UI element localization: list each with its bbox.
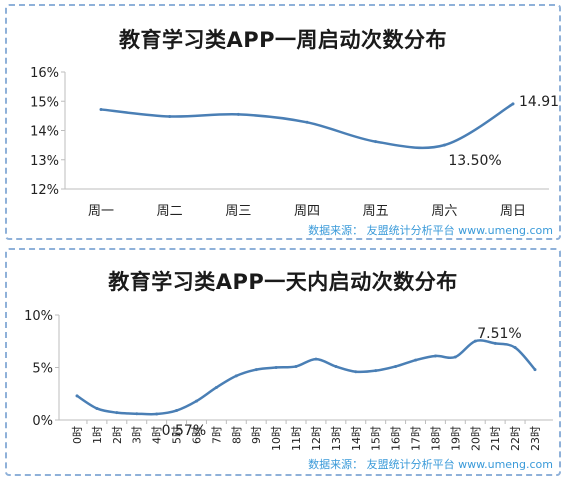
x-tick-label: 4时 [151, 426, 164, 444]
x-tick-label: 17时 [410, 426, 423, 451]
data-point [374, 140, 378, 144]
y-tick-label: 5% [32, 362, 53, 377]
x-tick-label: 11时 [290, 426, 303, 451]
x-tick-label: 21时 [489, 426, 502, 451]
y-tick-label: 14% [30, 125, 59, 140]
data-point [75, 394, 79, 398]
data-label: 7.51% [477, 326, 521, 342]
y-tick-label: 16% [30, 66, 59, 81]
data-point [374, 369, 378, 373]
series-line [76, 339, 536, 416]
data-point [453, 355, 457, 359]
x-tick-label: 周五 [363, 204, 389, 219]
data-point [533, 368, 537, 372]
data-label: 0.57% [162, 423, 206, 439]
y-tick-label: 0% [32, 414, 53, 429]
series-line [100, 102, 514, 150]
x-tick-label: 周一 [88, 204, 114, 219]
data-point [493, 341, 497, 345]
data-point [135, 412, 139, 416]
x-tick-label: 16时 [390, 426, 403, 451]
daily-line-chart: 0% 5% 10% 0时 1时 2时 3时 4时 5时 6时 7时 8时 9时 10时 11时 12时 13时 1… [24, 309, 553, 451]
data-point [175, 409, 179, 413]
data-point [115, 411, 119, 415]
data-point [155, 412, 159, 416]
data-point [433, 354, 437, 358]
x-tick-label: 9时 [250, 426, 263, 444]
data-point [305, 120, 309, 124]
x-tick-label: 1时 [91, 426, 104, 444]
data-point [513, 346, 517, 350]
x-tick-label: 23时 [529, 426, 542, 451]
data-source: 数据来源： 友盟统计分析平台 www.umeng.com [308, 458, 553, 471]
data-point [168, 114, 172, 118]
x-tick-label: 22时 [509, 426, 522, 451]
x-tick-label: 周四 [294, 204, 320, 219]
x-tick-label: 0时 [71, 426, 84, 444]
x-tick-label: 18时 [429, 426, 442, 451]
x-tick-label: 7时 [210, 426, 223, 444]
x-tick-label: 3时 [131, 426, 144, 444]
data-point [274, 366, 278, 369]
x-tick-label: 15时 [370, 426, 383, 451]
x-tick-label: 13时 [330, 426, 343, 451]
x-tick-label: 6时 [190, 426, 203, 444]
data-point [214, 385, 218, 389]
x-tick-label: 10时 [270, 426, 283, 451]
data-point [334, 364, 338, 368]
data-point [234, 374, 238, 378]
chart-title: 教育学习类APP一天内启动次数分布 [108, 270, 458, 294]
data-label: 14.91% [519, 94, 559, 110]
data-point [236, 112, 240, 116]
data-point [354, 370, 358, 374]
y-tick-label: 12% [30, 183, 59, 198]
x-tick-label: 20时 [469, 426, 482, 451]
x-tick-label: 8时 [230, 426, 243, 444]
x-tick-label: 5时 [171, 426, 184, 444]
weekly-chart-panel: 教育学习类APP一周启动次数分布 12% 13% 14% 15% 16% 周一 周二 周三 周四… [5, 4, 561, 240]
data-source: 数据来源： 友盟统计分析平台 www.umeng.com [308, 224, 553, 237]
x-tick-label: 周三 [225, 204, 251, 219]
data-point [511, 102, 515, 106]
x-tick-label: 12时 [310, 426, 323, 451]
x-tick-label: 19时 [449, 426, 462, 451]
y-tick-label: 13% [30, 154, 59, 169]
data-point [194, 399, 198, 403]
data-point [442, 143, 446, 147]
daily-chart-panel: 教育学习类APP一天内启动次数分布 0% 5% 10% 0时 1时 2时 3时 4时 5时 6时 7… [5, 248, 561, 476]
x-tick-label: 周日 [500, 204, 526, 219]
data-point [414, 358, 418, 362]
data-point [314, 357, 318, 361]
weekly-line-chart: 12% 13% 14% 15% 16% 周一 周二 周三 周四 周五 周六 周日 13.50% 14.91… [30, 66, 559, 219]
data-point [294, 364, 298, 368]
data-point [99, 107, 103, 111]
data-point [95, 406, 99, 410]
data-point [394, 364, 398, 368]
y-tick-label: 15% [30, 95, 59, 110]
data-label: 13.50% [448, 153, 501, 169]
x-tick-label: 周六 [431, 204, 457, 219]
x-tick-label: 2时 [111, 426, 124, 444]
data-point [254, 368, 258, 372]
x-tick-label: 14时 [350, 426, 363, 451]
chart-title: 教育学习类APP一周启动次数分布 [118, 28, 448, 52]
x-tick-label: 周二 [157, 204, 183, 219]
data-point [473, 339, 477, 343]
y-tick-label: 10% [24, 309, 53, 324]
